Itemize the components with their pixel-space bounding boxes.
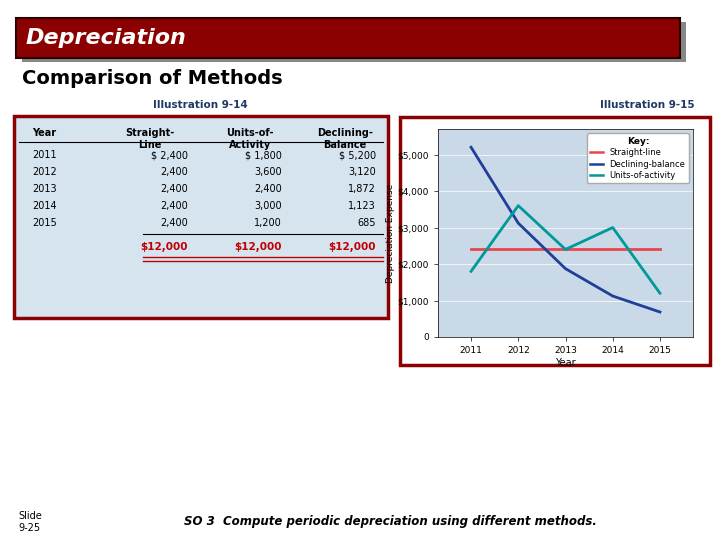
Bar	[14, 116, 388, 318]
Text: Units-of-
Activity: Units-of- Activity	[226, 128, 274, 150]
Text: 2014: 2014	[32, 201, 57, 211]
Text: $ 5,200: $ 5,200	[339, 150, 376, 160]
Text: Illustration 9-14: Illustration 9-14	[153, 100, 248, 110]
Y-axis label: Depreciation Expense: Depreciation Expense	[386, 184, 395, 282]
Text: $ 2,400: $ 2,400	[151, 150, 188, 160]
Text: 2012: 2012	[32, 167, 57, 177]
Bar	[16, 18, 680, 58]
Text: $12,000: $12,000	[328, 242, 376, 252]
Text: 3,000: 3,000	[254, 201, 282, 211]
Bar	[22, 22, 686, 62]
Text: Illustration 9-15: Illustration 9-15	[600, 100, 695, 110]
Text: 2,400: 2,400	[161, 218, 188, 228]
Text: 2,400: 2,400	[161, 201, 188, 211]
Text: 685: 685	[358, 218, 376, 228]
Text: SO 3  Compute periodic depreciation using different methods.: SO 3 Compute periodic depreciation using…	[184, 516, 596, 529]
Text: Depreciation: Depreciation	[26, 28, 187, 48]
Text: $12,000: $12,000	[235, 242, 282, 252]
Text: Slide
9-25: Slide 9-25	[18, 511, 42, 533]
Text: Year: Year	[32, 128, 56, 138]
Text: Straight-
Line: Straight- Line	[125, 128, 175, 150]
Text: $ 1,800: $ 1,800	[245, 150, 282, 160]
Text: 3,600: 3,600	[254, 167, 282, 177]
Text: 1,123: 1,123	[348, 201, 376, 211]
Text: $12,000: $12,000	[140, 242, 188, 252]
Text: 2,400: 2,400	[254, 184, 282, 194]
X-axis label: Year: Year	[555, 358, 576, 368]
Text: Declining-
Balance: Declining- Balance	[317, 128, 373, 150]
Text: 2,400: 2,400	[161, 167, 188, 177]
Text: 2015: 2015	[32, 218, 57, 228]
Text: 1,872: 1,872	[348, 184, 376, 194]
Bar	[400, 117, 710, 365]
Legend: Straight-line, Declining-balance, Units-of-activity: Straight-line, Declining-balance, Units-…	[587, 133, 689, 184]
Text: 2013: 2013	[32, 184, 57, 194]
Text: 2011: 2011	[32, 150, 57, 160]
Text: 1,200: 1,200	[254, 218, 282, 228]
Text: 3,120: 3,120	[348, 167, 376, 177]
Text: Comparison of Methods: Comparison of Methods	[22, 69, 283, 87]
Text: 2,400: 2,400	[161, 184, 188, 194]
